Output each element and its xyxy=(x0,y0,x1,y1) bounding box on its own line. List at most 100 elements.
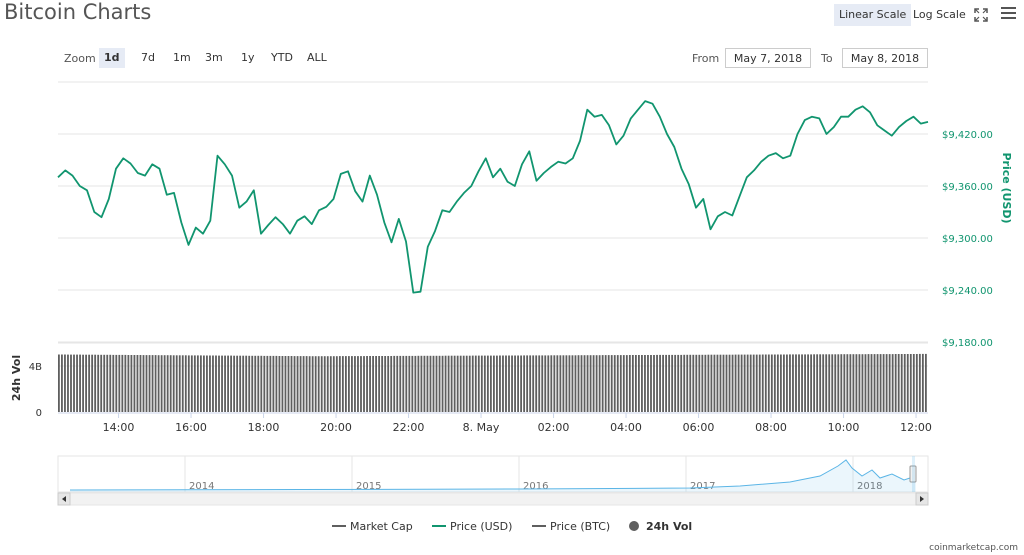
volume-bar xyxy=(810,354,813,412)
volume-bar xyxy=(483,355,486,412)
volume-bar xyxy=(435,355,438,412)
volume-bar xyxy=(831,354,834,412)
volume-bar xyxy=(127,355,130,412)
volume-bar xyxy=(372,356,374,412)
zoom-7d-button[interactable]: 7d xyxy=(141,51,155,64)
volume-bar xyxy=(819,354,822,412)
volume-bar xyxy=(499,355,501,412)
volume-bar xyxy=(284,356,287,412)
volume-bar xyxy=(562,355,565,412)
volume-bar xyxy=(541,355,544,412)
volume-bar xyxy=(680,354,683,412)
volume-bar xyxy=(725,354,728,412)
volume-bar xyxy=(903,354,906,412)
volume-bar xyxy=(556,355,559,412)
volume-bar xyxy=(338,356,341,412)
zoom-1m-button[interactable]: 1m xyxy=(173,51,191,64)
volume-bar xyxy=(417,355,420,412)
x-tick-label: 22:00 xyxy=(393,421,425,434)
volume-bar xyxy=(843,354,846,412)
y-tick-label: $9,360.00 xyxy=(942,182,993,193)
to-date-input[interactable]: May 8, 2018 xyxy=(842,48,928,68)
navigator-area xyxy=(70,460,916,492)
volume-bar xyxy=(767,354,770,412)
volume-bar xyxy=(770,354,773,412)
volume-bar xyxy=(631,355,634,412)
linear-scale-button[interactable]: Linear Scale xyxy=(834,4,912,26)
volume-bar xyxy=(888,354,891,412)
volume-bar xyxy=(607,355,610,412)
volume-bar xyxy=(598,355,601,412)
volume-bar xyxy=(411,355,414,412)
fullscreen-icon[interactable] xyxy=(974,8,988,22)
zoom-1d-button[interactable]: 1d xyxy=(99,48,125,68)
menu-icon[interactable] xyxy=(1001,7,1016,22)
x-tick-label: 16:00 xyxy=(175,421,207,434)
volume-bar xyxy=(187,355,190,412)
y-tick-label: $9,180.00 xyxy=(942,338,993,349)
volume-bar xyxy=(281,356,284,412)
volume-bar xyxy=(402,355,405,412)
volume-bar xyxy=(650,355,652,412)
volume-bar xyxy=(710,354,713,412)
volume-bar xyxy=(212,355,214,412)
to-label: To xyxy=(821,52,833,65)
volume-bar xyxy=(743,354,746,412)
volume-bar xyxy=(266,355,269,412)
volume-bar xyxy=(227,355,229,412)
volume-bar xyxy=(61,354,63,412)
volume-bar xyxy=(683,354,686,412)
volume-bar xyxy=(148,355,151,412)
zoom-ytd-button[interactable]: YTD xyxy=(271,51,293,64)
volume-bar xyxy=(755,354,758,412)
volume-bar xyxy=(308,356,311,412)
volume-bar xyxy=(571,355,574,412)
volume-bar xyxy=(801,354,803,412)
volume-bar xyxy=(535,355,538,412)
volume-bar xyxy=(846,354,849,412)
volume-bar xyxy=(263,355,266,412)
y-tick-label: $9,420.00 xyxy=(942,130,993,141)
zoom-1y-button[interactable]: 1y xyxy=(241,51,255,64)
volume-bar xyxy=(375,356,378,412)
volume-bar xyxy=(58,354,60,412)
scrollbar-track xyxy=(57,492,929,506)
volume-bar xyxy=(489,355,492,412)
volume-bar xyxy=(912,354,915,412)
legend-label: Price (USD) xyxy=(450,520,512,533)
volume-bar xyxy=(453,355,456,412)
volume-bar xyxy=(209,355,211,412)
volume-bar xyxy=(112,354,115,412)
x-tick-label: 10:00 xyxy=(828,421,860,434)
volume-bar xyxy=(82,354,84,412)
log-scale-button[interactable]: Log Scale xyxy=(913,8,966,21)
volume-bar xyxy=(737,354,740,412)
zoom-3m-button[interactable]: 3m xyxy=(205,51,223,64)
legend-label: Market Cap xyxy=(350,520,413,533)
scrollbar-left-button xyxy=(57,492,71,506)
volume-bar xyxy=(396,355,399,412)
zoom-all-button[interactable]: ALL xyxy=(307,51,327,64)
volume-bar xyxy=(665,354,668,412)
volume-bar xyxy=(172,355,175,412)
volume-bar xyxy=(915,354,918,412)
volume-bar xyxy=(722,354,725,412)
scroll-left-icon xyxy=(62,496,66,502)
volume-bar xyxy=(716,354,719,412)
volume-bar xyxy=(601,355,604,412)
volume-bar xyxy=(526,355,529,412)
y-tick-label: $9,240.00 xyxy=(942,286,993,297)
volume-bar xyxy=(837,354,840,412)
x-tick-label: 8. May xyxy=(463,421,500,434)
volume-bar xyxy=(653,355,655,412)
volume-bar xyxy=(909,354,912,412)
volume-bar xyxy=(634,355,637,412)
volume-bar xyxy=(290,356,293,412)
volume-bar xyxy=(332,356,335,412)
from-date-input[interactable]: May 7, 2018 xyxy=(725,48,811,68)
volume-bar xyxy=(166,355,169,412)
volume-bar xyxy=(239,355,242,412)
volume-bar xyxy=(713,354,716,412)
volume-bar xyxy=(508,355,510,412)
volume-bar xyxy=(589,355,592,412)
